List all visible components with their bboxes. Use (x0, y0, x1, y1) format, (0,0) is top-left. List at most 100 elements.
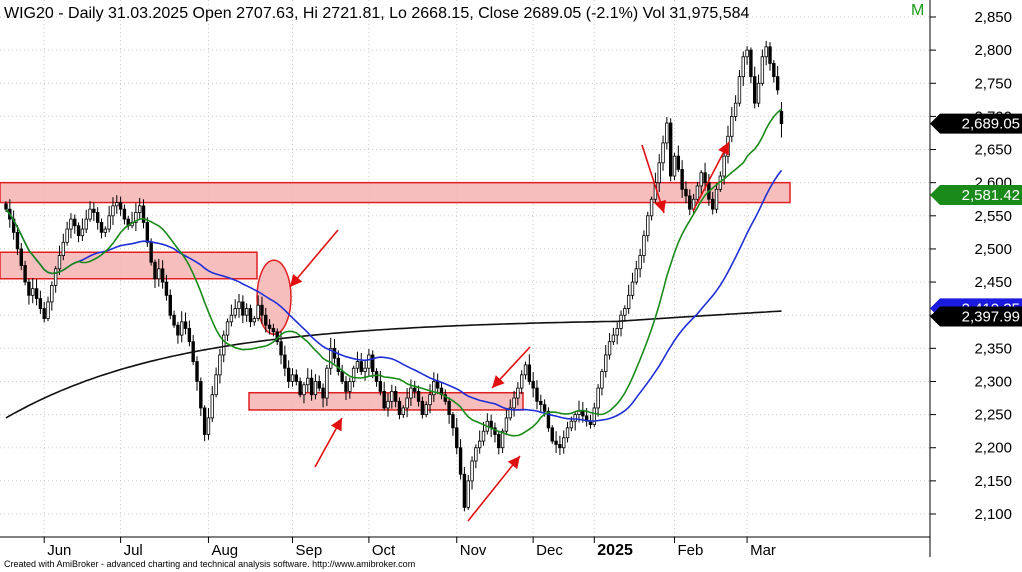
candle-body (508, 407, 512, 419)
candle-body (504, 417, 509, 432)
candle-body (626, 294, 631, 309)
candle-body (137, 205, 142, 213)
y-tick-label: 2,250 (974, 407, 1012, 424)
candle-body (714, 188, 719, 210)
candle-body (57, 255, 62, 270)
x-tick-label: Dec (536, 542, 563, 559)
candle-body (371, 354, 375, 372)
candle-body (65, 228, 69, 243)
candle-body (340, 371, 344, 382)
candle-body (428, 394, 432, 406)
candle-body (107, 215, 111, 230)
candle-body (332, 347, 337, 359)
candle-body (374, 371, 379, 382)
candle-body (336, 357, 341, 372)
ma-long-line (5, 310, 782, 419)
candle-body (684, 188, 688, 197)
candle-body (237, 301, 241, 309)
candle-body (141, 205, 146, 223)
y-tick-label: 2,300 (974, 373, 1012, 390)
candle-body (455, 427, 459, 449)
candle-body (214, 374, 218, 396)
candle-body (378, 381, 383, 392)
candle-body (435, 381, 440, 389)
arrow-head (718, 142, 729, 156)
candle-body (409, 387, 413, 399)
candle-body (722, 155, 726, 177)
candle-body (222, 334, 226, 356)
candle-body (737, 76, 742, 104)
candle-body (497, 434, 501, 449)
candle-body (317, 381, 321, 389)
candle-body (306, 377, 310, 386)
candle-body (416, 391, 421, 402)
candle-body (699, 172, 703, 187)
candle-body (745, 49, 749, 58)
candle-body (565, 427, 570, 439)
candle-body (753, 76, 757, 104)
chart-title: WIG20 - Daily 31.03.2025 Open 2707.63, H… (4, 5, 750, 22)
candle-body (244, 308, 249, 316)
footer-text: Created with AmiBroker - advanced charti… (4, 559, 416, 569)
arrow-head (330, 418, 342, 432)
candle-body (741, 56, 745, 78)
candle-body (73, 218, 77, 227)
x-tick-label: Feb (678, 542, 704, 559)
candle-body (321, 387, 325, 399)
candle-body (122, 208, 127, 220)
candle-body (23, 265, 27, 283)
candle-body (600, 371, 604, 389)
candle-body (573, 414, 577, 422)
candle-body (668, 122, 673, 177)
y-tick-label: 2,750 (974, 75, 1012, 92)
candle-body (15, 231, 20, 250)
candle-body (607, 341, 612, 356)
ma-short-line (5, 108, 783, 437)
candle-body (153, 261, 157, 280)
candle-body (252, 318, 256, 323)
candle-body (248, 308, 253, 323)
candle-body (775, 76, 780, 91)
x-tick-label: Jun (47, 542, 71, 559)
candle-body (264, 314, 268, 326)
candle-body (764, 46, 768, 58)
candle-body (401, 407, 405, 415)
candle-body (344, 381, 348, 392)
y-tick-label: 2,650 (974, 142, 1012, 159)
candle-body (367, 354, 371, 369)
candle-body (768, 46, 772, 64)
candle-body (672, 155, 677, 177)
candle-body (69, 218, 73, 230)
candle-body (157, 268, 161, 280)
candle-body (180, 321, 184, 336)
candle-body (688, 195, 692, 210)
candle-body (489, 420, 493, 429)
candle-body (195, 361, 199, 382)
candle-body (359, 361, 363, 372)
x-tick-label: Mar (750, 542, 776, 559)
candle-body (290, 374, 295, 382)
candle-body (118, 202, 123, 210)
candle-body (176, 324, 180, 336)
candle-body (279, 341, 283, 356)
candle-body (443, 394, 447, 402)
price-badge (930, 306, 1022, 327)
candle-body (99, 222, 104, 233)
candle-body (592, 407, 596, 425)
candle-body (623, 308, 627, 316)
candle-body (711, 198, 715, 210)
candle-body (756, 82, 761, 104)
candle-body (210, 394, 214, 419)
arrow-shaft (692, 141, 730, 212)
arrow-head (492, 375, 505, 388)
candle-body (355, 361, 360, 369)
candle-body (462, 473, 467, 508)
candle-body (558, 444, 562, 449)
candle-body (413, 387, 417, 392)
candle-body (680, 169, 684, 190)
support-resistance-zones (0, 181, 791, 411)
candle-body (405, 397, 409, 409)
y-tick-label: 2,500 (974, 241, 1012, 258)
candle-body (657, 162, 661, 184)
